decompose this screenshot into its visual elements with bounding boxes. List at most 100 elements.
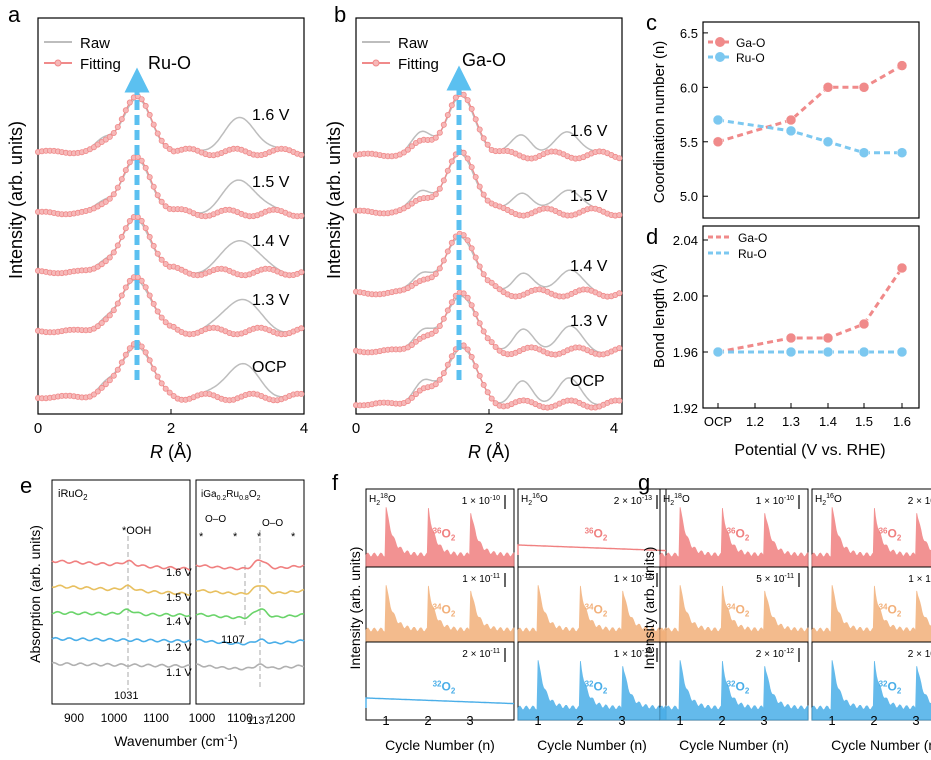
fit-point: [118, 292, 125, 299]
ir-curve-right: [195, 638, 305, 646]
fit-point: [480, 328, 487, 335]
x-axis-label-a: R (Å): [150, 442, 192, 462]
ms-trace: [811, 507, 931, 568]
panel-letter-a: a: [8, 2, 21, 27]
fit-point: [102, 198, 109, 205]
x-tick-label-e-r2: 1200: [269, 711, 296, 725]
species-label: 34O2: [879, 603, 902, 619]
legend-c-ruo-marker: [715, 52, 725, 62]
peak-label-1137: 1137: [247, 715, 271, 727]
x-tick-label: 1.6: [893, 414, 911, 429]
x-tick-label-e-l1: 1000: [101, 711, 128, 725]
panel-letter-f: f: [332, 470, 339, 495]
fit-point: [102, 136, 109, 143]
fit-point: [448, 353, 455, 360]
ms-trace: [659, 660, 809, 721]
fit-point: [114, 184, 121, 191]
ms-trace: [811, 585, 931, 643]
fit-point: [400, 149, 407, 156]
ir-curve-left: [51, 608, 191, 618]
fit-point: [142, 349, 149, 356]
data-point: [858, 318, 870, 330]
fit-point: [472, 254, 479, 261]
fit-point: [464, 97, 471, 104]
fit-point: [440, 370, 447, 377]
fit-point: [162, 385, 169, 392]
x-tick-label: OCP: [704, 414, 732, 429]
fit-point: [90, 391, 97, 398]
fit-point: [476, 183, 483, 190]
fit-point: [432, 134, 439, 141]
x-ticks-e: 900 1000 1100 1000 1100 1200: [64, 711, 296, 725]
species-label: 32O2: [727, 679, 750, 695]
curve-label-e-1: 1.5 V: [166, 592, 192, 604]
series-line-0: [717, 267, 904, 354]
curve-label-e-2: 1.4 V: [166, 616, 192, 628]
scale-label: 2 × 10-10: [908, 648, 931, 660]
x-tick-label: 2: [870, 713, 877, 728]
fit-point: [448, 299, 455, 306]
fit-point: [488, 339, 495, 346]
ms-trace: [659, 585, 809, 643]
panel-d: d Bond length (Å) Potential (V vs. RHE) …: [646, 224, 920, 459]
x-tick-label: 3: [760, 713, 767, 728]
fit-point: [616, 155, 623, 162]
water-title: H218O: [369, 493, 396, 507]
fit-point: [436, 185, 443, 192]
scale-label: 2 × 10-12: [756, 648, 794, 660]
fit-point: [428, 330, 435, 337]
fit-point: [468, 164, 475, 171]
fit-point: [436, 265, 443, 272]
fit-point: [616, 397, 623, 404]
peak-label-1031: 1031: [114, 690, 138, 702]
data-point: [822, 332, 834, 344]
legend-c: Ga-O Ru-O: [708, 36, 765, 65]
fit-point: [476, 126, 483, 133]
fit-point: [464, 155, 471, 162]
fit-point: [436, 129, 443, 136]
fit-point: [158, 137, 165, 144]
fit-point: [404, 398, 411, 405]
fit-point: [440, 121, 447, 128]
data-point: [896, 147, 908, 158]
panel-a: a Raw Fitting Ru-O Intensity (arb. units…: [6, 2, 308, 462]
fit-point: [150, 121, 157, 128]
fit-point: [432, 270, 439, 277]
fit-point: [460, 149, 467, 156]
data-point: [858, 82, 870, 93]
fit-point: [110, 129, 117, 136]
panel-e-curves: [51, 559, 305, 671]
x-tick-label-a-1: 2: [167, 420, 175, 437]
panel-e-right-frame: [195, 479, 305, 705]
fit-point: [122, 225, 129, 232]
x-tick-label: 3: [912, 713, 919, 728]
x-tick-label-b-2: 4: [610, 420, 618, 437]
legend-raw-label: Raw: [80, 35, 110, 52]
curve-label-a-0: 1.6 V: [252, 107, 290, 124]
fit-point: [166, 389, 173, 396]
water-title: H216O: [815, 493, 842, 507]
panel-f-grid: 1 × 10-10 36O2 1 × 10-11 34O2 2 × 10-11 32O2 H…: [365, 488, 667, 753]
x-tick-label: 1: [534, 713, 541, 728]
x-tick-label-b-1: 2: [485, 420, 493, 437]
peak-label-1107: 1107: [221, 634, 245, 646]
bond-label-b: Ga-O: [462, 50, 506, 70]
y-axis-label-d: Bond length (Å): [651, 264, 668, 368]
ms-trace: [659, 507, 809, 568]
scale-label: 1 × 10-11: [462, 573, 500, 585]
x-tick-label-a-2: 4: [300, 420, 308, 437]
fit-point: [158, 198, 165, 205]
fit-point: [436, 376, 443, 383]
data-point: [896, 346, 908, 358]
fit-point: [468, 105, 475, 112]
fit-point: [408, 200, 415, 207]
fit-point: [460, 232, 467, 239]
fit-point: [94, 388, 101, 395]
ir-curve-right: [195, 559, 305, 571]
star-marker-2: *: [233, 531, 238, 543]
y-tick-label: 1.92: [673, 401, 698, 416]
fit-point: [492, 283, 499, 290]
fit-point: [480, 191, 487, 198]
fit-point: [138, 277, 145, 284]
fit-point: [154, 250, 161, 257]
